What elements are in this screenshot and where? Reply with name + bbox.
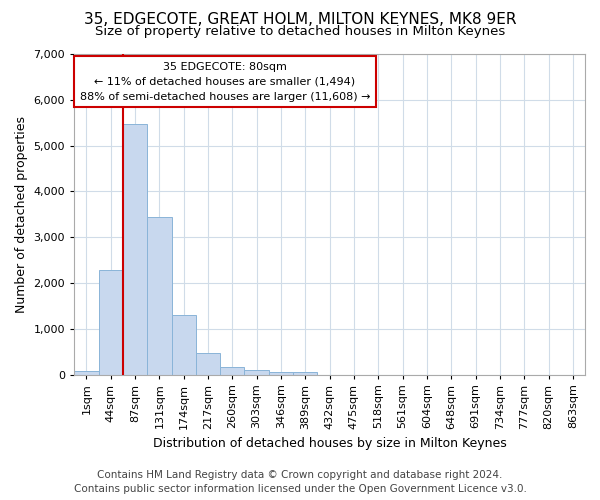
X-axis label: Distribution of detached houses by size in Milton Keynes: Distribution of detached houses by size … [153,437,506,450]
Text: Contains HM Land Registry data © Crown copyright and database right 2024.
Contai: Contains HM Land Registry data © Crown c… [74,470,526,494]
Bar [220,367,244,374]
Text: 35, EDGECOTE, GREAT HOLM, MILTON KEYNES, MK8 9ER: 35, EDGECOTE, GREAT HOLM, MILTON KEYNES,… [84,12,516,28]
Bar [74,371,98,374]
Bar [123,124,147,374]
Bar [244,370,269,374]
Text: Size of property relative to detached houses in Milton Keynes: Size of property relative to detached ho… [95,25,505,38]
Bar [147,218,172,374]
Bar [172,314,196,374]
Bar [269,372,293,374]
Text: 35 EDGECOTE: 80sqm
← 11% of detached houses are smaller (1,494)
88% of semi-deta: 35 EDGECOTE: 80sqm ← 11% of detached hou… [80,62,370,102]
Y-axis label: Number of detached properties: Number of detached properties [15,116,28,313]
Bar [98,270,123,374]
Bar [293,372,317,374]
Bar [196,354,220,374]
